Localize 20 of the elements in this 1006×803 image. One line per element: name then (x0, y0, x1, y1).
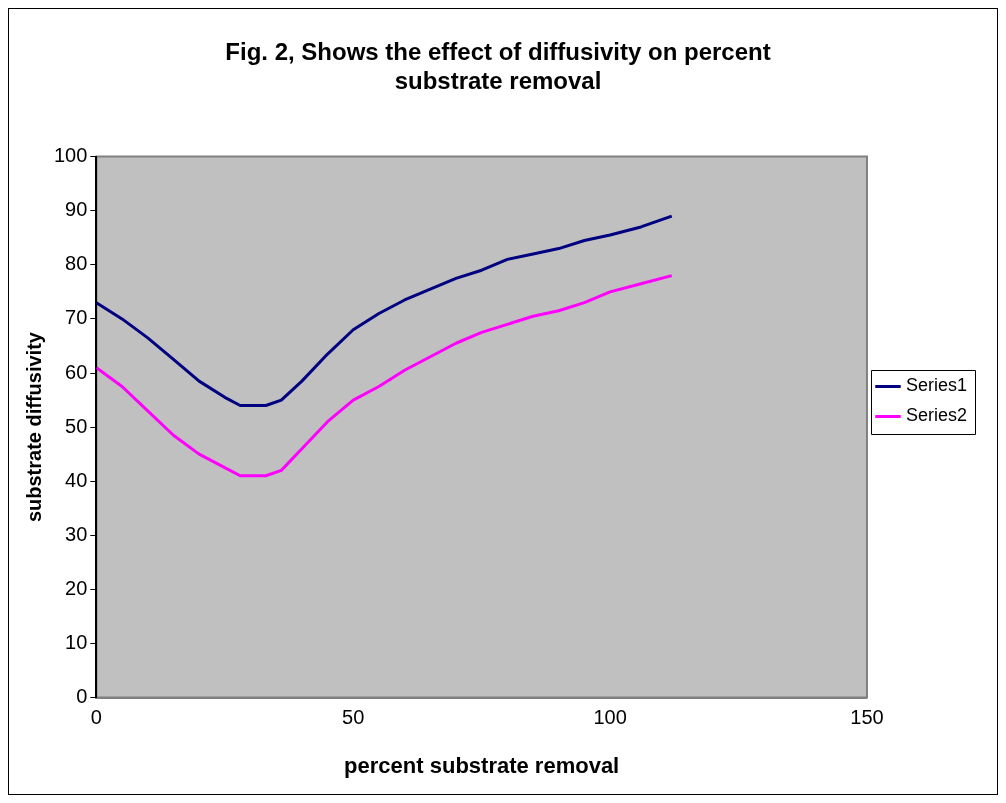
y-tick-label: 10 (65, 631, 88, 654)
legend-label: Series2 (905, 405, 967, 426)
x-tick-label: 0 (90, 706, 102, 729)
y-tick-label: 40 (65, 468, 88, 491)
y-tick-label: 0 (76, 685, 88, 708)
legend-label: Series1 (905, 375, 967, 396)
x-tick-label: 100 (593, 706, 627, 729)
x-tick-label: 150 (850, 706, 884, 729)
y-tick-label: 80 (65, 252, 88, 275)
y-tick-label: 70 (65, 306, 88, 329)
y-tick-label: 100 (53, 144, 88, 167)
x-tick-label: 50 (342, 706, 365, 729)
x-axis-title: percent substrate removal (344, 752, 620, 778)
y-tick-label: 50 (65, 414, 88, 437)
chart-title: Fig. 2, Shows the effect of diffusivity on percent substrate removal (225, 38, 771, 94)
y-tick-label: 60 (65, 360, 88, 383)
y-tick-label: 90 (65, 198, 88, 221)
y-axis-title: substrate diffusivity (22, 331, 45, 523)
y-tick-label: 20 (65, 576, 88, 599)
y-tick-label: 30 (65, 522, 88, 545)
